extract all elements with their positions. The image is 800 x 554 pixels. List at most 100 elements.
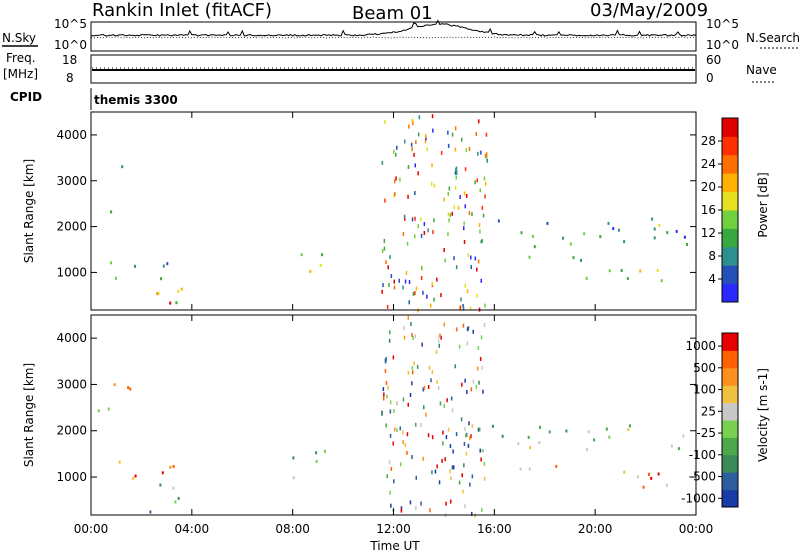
echo-cell: [501, 434, 504, 438]
colorbar-segment: [722, 191, 738, 211]
echo-cell: [442, 441, 444, 446]
echo-cell: [407, 370, 410, 375]
echo-cell: [417, 132, 420, 137]
cpid-label: CPID: [10, 90, 42, 104]
echo-cell: [470, 265, 472, 270]
echo-cell: [387, 265, 389, 270]
echo-cell: [381, 411, 383, 416]
echo-cell: [107, 407, 110, 411]
echo-cell: [461, 473, 463, 478]
echo-cell: [430, 303, 432, 308]
echo-cell: [420, 423, 422, 427]
echo-cell: [445, 501, 447, 506]
echo-cell: [465, 432, 468, 437]
echo-cell: [390, 503, 392, 508]
echo-cell: [431, 470, 433, 475]
echo-cell: [447, 130, 449, 135]
echo-cell: [381, 160, 384, 165]
echo-cell: [457, 205, 460, 210]
echo-cell: [420, 276, 423, 280]
nsky-label: N.Sky: [2, 31, 36, 45]
echo-cell: [484, 303, 486, 308]
echo-cell: [157, 291, 160, 295]
echo-cell: [426, 147, 428, 152]
echo-cell: [389, 409, 392, 414]
echo-cell: [517, 442, 520, 446]
echo-cell: [623, 470, 626, 474]
echo-cell: [292, 456, 295, 460]
echo-cell: [478, 223, 481, 228]
echo-cell: [480, 278, 482, 283]
echo-cell: [324, 449, 326, 453]
time-xlabel: Time UT: [369, 539, 420, 553]
echo-cell: [539, 425, 541, 429]
colorbar-segment: [722, 402, 738, 421]
echo-cell: [455, 432, 458, 437]
echo-cell: [383, 246, 386, 251]
x-tick-label: 04:00: [175, 522, 210, 536]
echo-cell: [675, 229, 678, 233]
echo-cell: [408, 280, 411, 284]
station-title: Rankin Inlet (fitACF): [92, 0, 272, 21]
echo-cell: [465, 148, 468, 153]
echo-cell: [459, 195, 461, 199]
velocity-echo-layer: [97, 315, 685, 518]
echo-cell: [617, 228, 620, 232]
echo-cell: [169, 465, 172, 469]
echo-cell: [174, 500, 177, 504]
freq-unit-label: [MHz]: [3, 67, 38, 81]
freq-panel-frame: [90, 54, 697, 84]
echo-cell: [451, 408, 454, 413]
echo-cell: [483, 461, 486, 466]
echo-cell: [519, 467, 522, 471]
echo-cell: [393, 427, 396, 432]
echo-cell: [454, 364, 456, 369]
echo-cell: [485, 132, 488, 137]
echo-cell: [587, 430, 590, 434]
y-tick-label: 4000: [56, 128, 87, 142]
echo-cell: [446, 398, 448, 403]
echo-cell: [464, 167, 467, 172]
echo-cell: [484, 181, 487, 186]
echo-cell: [406, 432, 409, 437]
echo-cell: [626, 277, 629, 281]
echo-cell: [478, 119, 480, 124]
echo-cell: [585, 276, 588, 280]
echo-cell: [407, 402, 409, 407]
echo-cell: [424, 139, 427, 144]
echo-cell: [414, 216, 416, 221]
echo-cell: [483, 323, 486, 327]
echo-cell: [386, 394, 388, 399]
echo-cell: [477, 259, 480, 264]
echo-cell: [450, 476, 452, 481]
echo-cell: [476, 293, 478, 298]
echo-cell: [414, 334, 416, 339]
echo-cell: [447, 232, 449, 237]
cpid-value: themis 3300: [94, 93, 178, 107]
echo-cell: [482, 389, 484, 394]
echo-cell: [409, 500, 412, 505]
colorbar-segment: [722, 350, 738, 369]
echo-cell: [431, 281, 434, 286]
echo-cell: [396, 401, 398, 406]
echo-cell: [414, 191, 416, 196]
echo-cell: [653, 227, 656, 231]
echo-cell: [460, 297, 462, 302]
echo-cell: [412, 370, 414, 375]
echo-cell: [469, 436, 471, 441]
echo-cell: [474, 180, 476, 185]
nsearch-trace: [90, 36, 697, 39]
nsky-trace: [90, 19, 697, 37]
echo-cell: [464, 283, 466, 288]
echo-cell: [319, 264, 322, 267]
echo-cell: [528, 467, 531, 471]
echo-cell: [404, 443, 407, 447]
echo-cell: [385, 357, 387, 362]
echo-cell: [433, 218, 435, 223]
x-tick-label: 00:00: [679, 522, 714, 536]
echo-cell: [385, 423, 387, 428]
echo-cell: [393, 193, 395, 198]
echo-cell: [438, 343, 440, 348]
echo-cell: [656, 269, 659, 272]
echo-cell: [393, 149, 395, 154]
